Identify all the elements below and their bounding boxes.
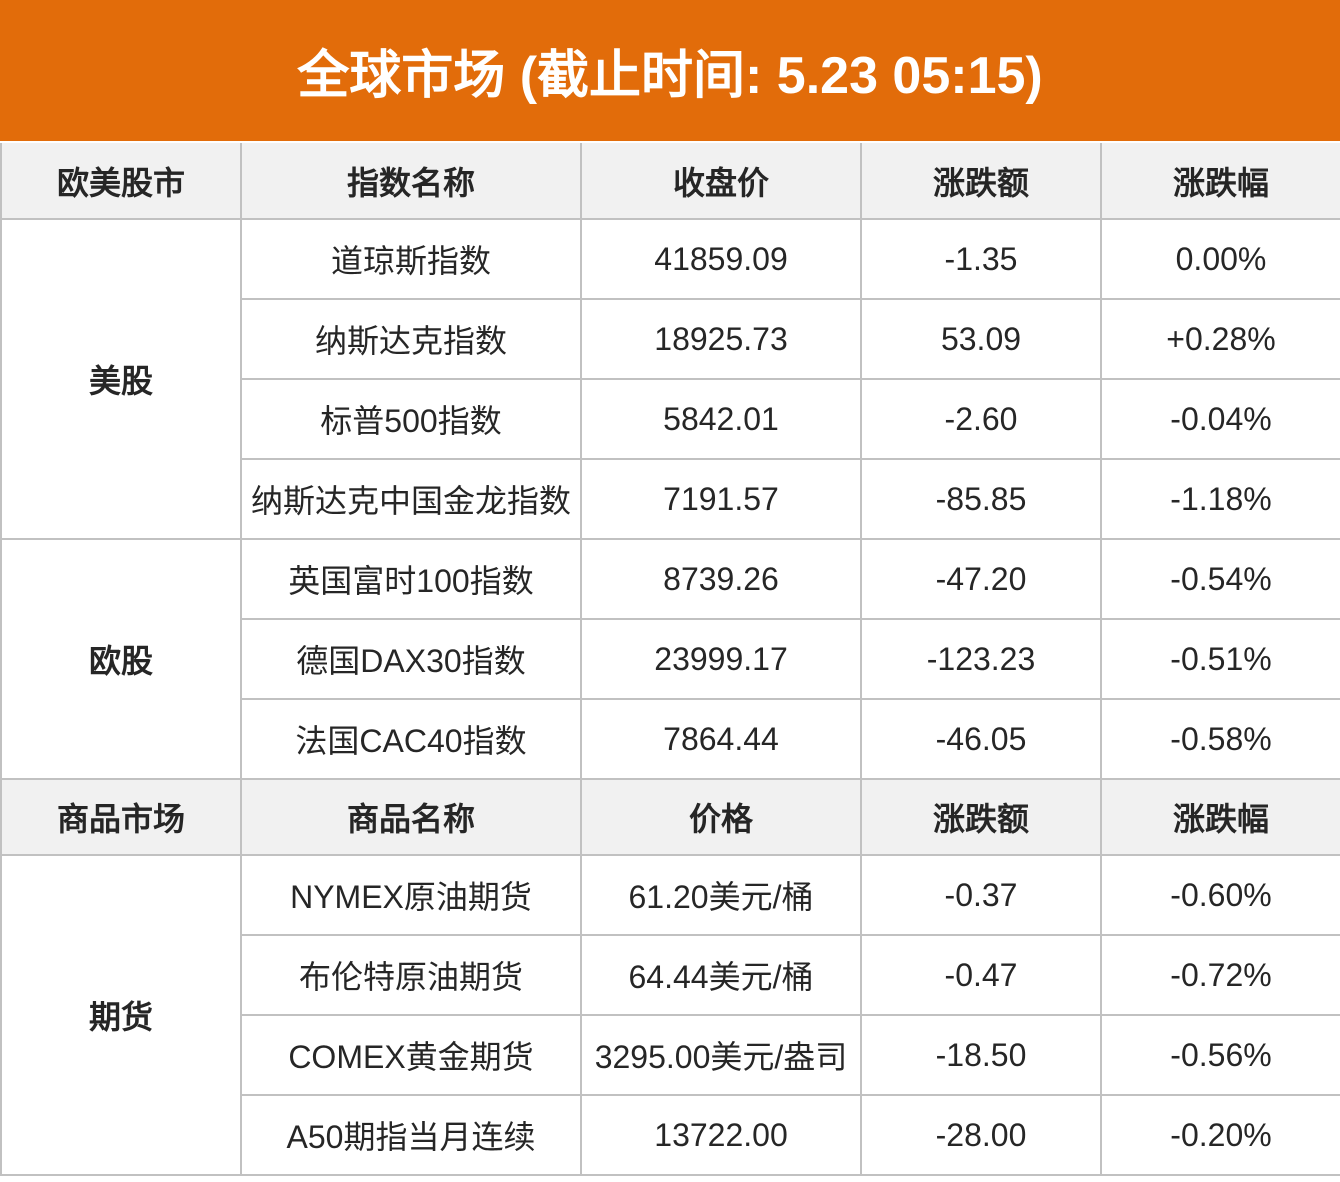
market-table: 欧美股市 指数名称 收盘价 涨跌额 涨跌幅 美股 道琼斯指数 41859.09 … <box>0 143 1340 1176</box>
name-cell: A50期指当月连续 <box>240 1094 582 1176</box>
name-cell: NYMEX原油期货 <box>240 854 582 936</box>
change-cell: -1.35 <box>860 218 1102 300</box>
name-cell: 标普500指数 <box>240 378 582 460</box>
change-cell: -46.05 <box>860 698 1102 780</box>
table-row: 纳斯达克中国金龙指数 7191.57 -85.85 -1.18% <box>1 458 1340 540</box>
change-cell: 53.09 <box>860 298 1102 380</box>
col-header-change-amount: 涨跌额 <box>860 778 1102 856</box>
table-row: A50期指当月连续 13722.00 -28.00 -0.20% <box>1 1094 1340 1176</box>
table-row: 标普500指数 5842.01 -2.60 -0.04% <box>1 378 1340 460</box>
price-cell: 41859.09 <box>580 218 862 300</box>
table-row: 商品市场 商品名称 价格 涨跌额 涨跌幅 <box>0 778 1340 856</box>
table-row: 欧美股市 指数名称 收盘价 涨跌额 涨跌幅 <box>0 143 1340 220</box>
pct-cell: -0.04% <box>1100 378 1340 460</box>
col-header-change-pct: 涨跌幅 <box>1100 143 1340 220</box>
table-row: 德国DAX30指数 23999.17 -123.23 -0.51% <box>1 618 1340 700</box>
price-cell: 64.44美元/桶 <box>580 934 862 1016</box>
price-cell: 5842.01 <box>580 378 862 460</box>
col-header-market-category: 欧美股市 <box>0 143 242 220</box>
col-header-price: 价格 <box>580 778 862 856</box>
pct-cell: -1.18% <box>1100 458 1340 540</box>
change-cell: -0.47 <box>860 934 1102 1016</box>
table-row: COMEX黄金期货 3295.00美元/盎司 -18.50 -0.56% <box>1 1014 1340 1096</box>
price-cell: 18925.73 <box>580 298 862 380</box>
change-cell: -28.00 <box>860 1094 1102 1176</box>
table-row: 纳斯达克指数 18925.73 53.09 +0.28% <box>1 298 1340 380</box>
table-row: 期货 NYMEX原油期货 61.20美元/桶 -0.37 -0.60% <box>0 854 1340 1176</box>
col-header-change-amount: 涨跌额 <box>860 143 1102 220</box>
pct-cell: -0.54% <box>1100 538 1340 620</box>
pct-cell: -0.20% <box>1100 1094 1340 1176</box>
pct-cell: 0.00% <box>1100 218 1340 300</box>
table-row: 法国CAC40指数 7864.44 -46.05 -0.58% <box>1 698 1340 780</box>
change-cell: -2.60 <box>860 378 1102 460</box>
col-header-close-price: 收盘价 <box>580 143 862 220</box>
price-cell: 8739.26 <box>580 538 862 620</box>
name-cell: 道琼斯指数 <box>240 218 582 300</box>
price-cell: 7864.44 <box>580 698 862 780</box>
table-row: 欧股 英国富时100指数 8739.26 -47.20 -0.54% <box>0 538 1340 780</box>
col-header-commodity-name: 商品名称 <box>240 778 582 856</box>
group-label-eu-stocks: 欧股 <box>0 538 242 780</box>
group-label-us-stocks: 美股 <box>0 218 242 540</box>
table-row: 美股 道琼斯指数 41859.09 -1.35 0.00% <box>0 218 1340 540</box>
price-cell: 3295.00美元/盎司 <box>580 1014 862 1096</box>
name-cell: 法国CAC40指数 <box>240 698 582 780</box>
price-cell: 13722.00 <box>580 1094 862 1176</box>
change-cell: -123.23 <box>860 618 1102 700</box>
name-cell: COMEX黄金期货 <box>240 1014 582 1096</box>
col-header-change-pct: 涨跌幅 <box>1100 778 1340 856</box>
change-cell: -0.37 <box>860 854 1102 936</box>
group-label-futures: 期货 <box>0 854 242 1176</box>
pct-cell: -0.56% <box>1100 1014 1340 1096</box>
name-cell: 纳斯达克指数 <box>240 298 582 380</box>
price-cell: 7191.57 <box>580 458 862 540</box>
table-row: 布伦特原油期货 64.44美元/桶 -0.47 -0.72% <box>1 934 1340 1016</box>
name-cell: 德国DAX30指数 <box>240 618 582 700</box>
price-cell: 23999.17 <box>580 618 862 700</box>
price-cell: 61.20美元/桶 <box>580 854 862 936</box>
pct-cell: -0.58% <box>1100 698 1340 780</box>
pct-cell: -0.72% <box>1100 934 1340 1016</box>
change-cell: -47.20 <box>860 538 1102 620</box>
banner: 全球市场 (截止时间: 5.23 05:15) <box>0 0 1340 141</box>
name-cell: 布伦特原油期货 <box>240 934 582 1016</box>
pct-cell: -0.60% <box>1100 854 1340 936</box>
col-header-index-name: 指数名称 <box>240 143 582 220</box>
pct-cell: +0.28% <box>1100 298 1340 380</box>
change-cell: -85.85 <box>860 458 1102 540</box>
name-cell: 英国富时100指数 <box>240 538 582 620</box>
change-cell: -18.50 <box>860 1014 1102 1096</box>
col-header-commodity-market: 商品市场 <box>0 778 242 856</box>
name-cell: 纳斯达克中国金龙指数 <box>240 458 582 540</box>
page-title: 全球市场 (截止时间: 5.23 05:15) <box>297 47 1043 105</box>
pct-cell: -0.51% <box>1100 618 1340 700</box>
